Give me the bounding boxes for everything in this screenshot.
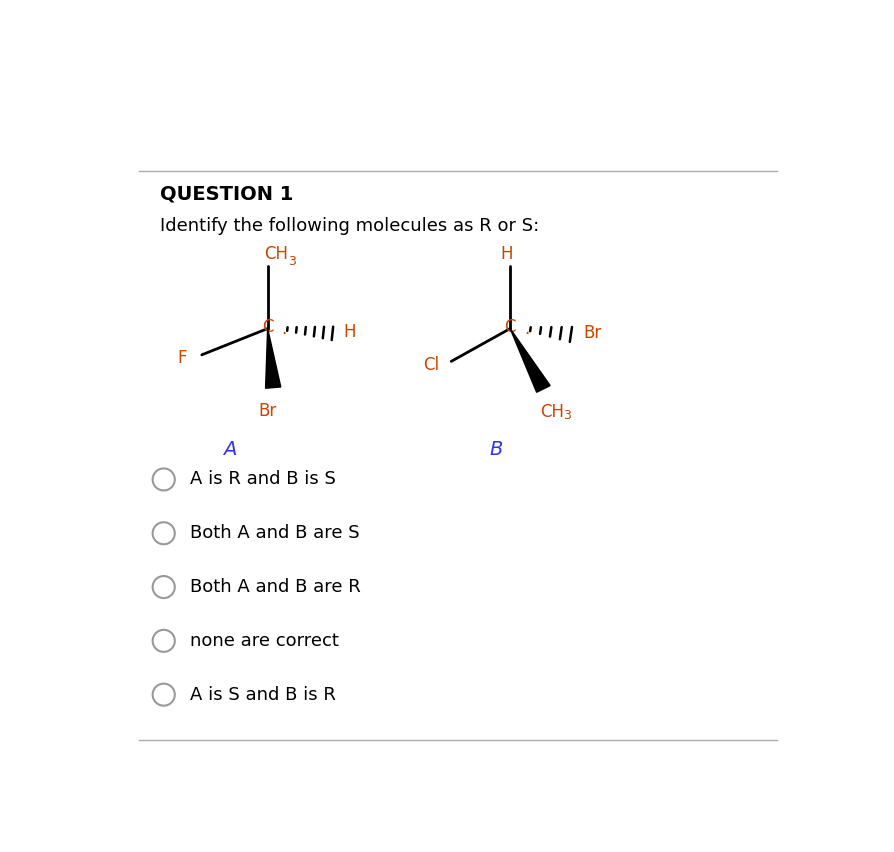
Text: A is R and B is S: A is R and B is S	[190, 470, 336, 488]
Text: .: .	[524, 320, 529, 337]
Text: Both A and B are R: Both A and B are R	[190, 578, 361, 596]
Text: H: H	[501, 245, 513, 263]
Text: Identify the following molecules as R or S:: Identify the following molecules as R or…	[160, 217, 539, 235]
Text: Br: Br	[258, 402, 277, 420]
Text: CH: CH	[265, 245, 288, 263]
Text: A is S and B is R: A is S and B is R	[190, 686, 336, 704]
Text: Br: Br	[583, 324, 601, 343]
Text: Both A and B are S: Both A and B are S	[190, 524, 359, 542]
Text: C: C	[262, 318, 274, 336]
Text: C: C	[504, 318, 516, 336]
Text: H: H	[344, 323, 357, 341]
Text: .: .	[282, 320, 287, 337]
Text: none are correct: none are correct	[190, 632, 339, 650]
Text: B: B	[490, 440, 503, 459]
Text: F: F	[177, 349, 187, 367]
Text: CH: CH	[540, 403, 564, 422]
Polygon shape	[510, 329, 550, 392]
Text: QUESTION 1: QUESTION 1	[160, 184, 293, 204]
Polygon shape	[266, 329, 281, 389]
Text: 3: 3	[289, 255, 296, 268]
Text: Cl: Cl	[423, 355, 439, 374]
Text: 3: 3	[563, 409, 570, 422]
Text: A: A	[223, 440, 236, 459]
